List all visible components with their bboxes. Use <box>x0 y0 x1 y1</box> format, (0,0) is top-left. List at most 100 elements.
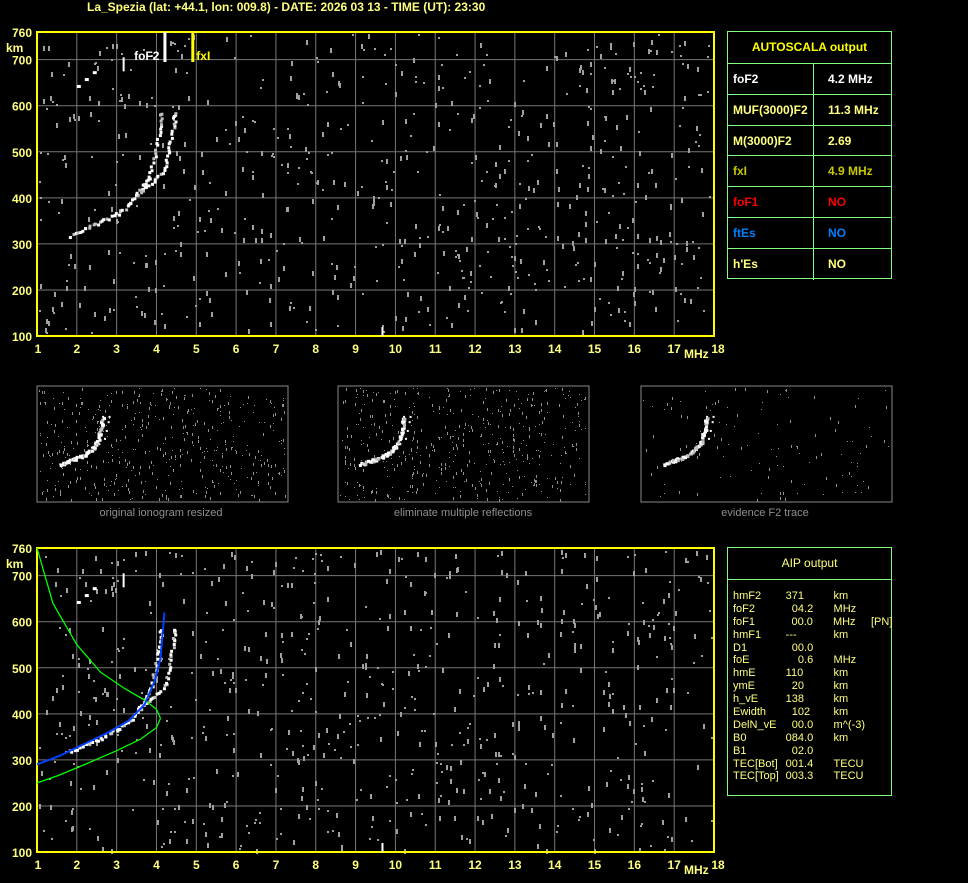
noise-echo <box>494 643 496 648</box>
aip-value: 110 <box>785 667 804 680</box>
noise-echo <box>312 558 314 560</box>
noise-echo <box>441 468 442 471</box>
x-mode-trace-echo <box>172 122 176 126</box>
noise-echo <box>696 126 698 131</box>
noise-echo <box>579 68 581 73</box>
noise-echo <box>80 711 82 716</box>
noise-echo <box>609 694 611 699</box>
noise-echo <box>118 449 119 450</box>
noise-echo <box>51 838 53 840</box>
noise-echo <box>254 495 255 498</box>
noise-echo <box>512 486 513 487</box>
noise-echo <box>112 44 114 49</box>
noise-echo <box>138 439 139 442</box>
noise-echo <box>161 846 163 848</box>
noise-echo <box>241 468 242 469</box>
noise-echo <box>707 56 709 58</box>
noise-echo <box>354 487 355 488</box>
noise-echo <box>605 671 607 673</box>
noise-echo <box>197 420 198 423</box>
noise-echo <box>442 206 444 211</box>
noise-echo <box>515 271 517 273</box>
noise-echo <box>363 443 364 444</box>
noise-echo <box>257 711 259 716</box>
noise-echo <box>184 142 186 147</box>
noise-echo <box>691 840 693 842</box>
noise-echo <box>142 496 143 499</box>
noise-echo <box>261 464 262 467</box>
noise-echo <box>780 394 781 395</box>
noise-echo <box>523 440 524 441</box>
noise-echo <box>857 485 858 486</box>
noise-echo <box>637 81 639 83</box>
noise-echo <box>62 675 64 677</box>
noise-echo <box>188 778 190 780</box>
noise-echo <box>471 118 473 123</box>
noise-echo <box>439 413 440 414</box>
aip-key: hmE <box>733 667 756 680</box>
noise-echo <box>87 461 88 464</box>
noise-echo <box>761 409 762 410</box>
noise-echo <box>640 72 642 74</box>
autoscala-key: MUF(3000)F2 <box>728 94 814 125</box>
noise-echo <box>233 441 234 442</box>
noise-echo <box>151 97 153 99</box>
noise-echo <box>95 414 96 415</box>
noise-echo <box>252 495 253 496</box>
noise-echo <box>52 463 53 464</box>
trace-echo <box>372 460 376 464</box>
noise-echo <box>395 779 397 781</box>
noise-echo <box>540 451 541 452</box>
noise-echo <box>481 180 483 182</box>
noise-echo <box>608 302 610 304</box>
noise-echo <box>98 492 99 495</box>
o-mode-trace-echo <box>148 171 152 175</box>
x-mode-trace-echo <box>163 683 167 687</box>
noise-echo <box>652 619 654 621</box>
noise-echo <box>604 188 606 193</box>
trace-echo <box>681 455 685 459</box>
noise-echo <box>265 632 267 637</box>
noise-echo <box>170 482 171 485</box>
noise-echo <box>360 485 361 486</box>
trace-echo <box>101 422 105 426</box>
noise-echo <box>718 400 719 403</box>
trace-echo <box>691 451 695 455</box>
noise-echo <box>70 254 72 259</box>
noise-echo <box>376 491 377 494</box>
noise-echo <box>669 581 671 583</box>
noise-echo <box>869 427 870 428</box>
noise-echo <box>449 466 450 467</box>
noise-echo <box>572 631 574 633</box>
noise-echo <box>137 399 138 402</box>
noise-echo <box>384 467 385 468</box>
noise-echo <box>108 250 110 255</box>
noise-echo <box>527 228 529 230</box>
noise-echo <box>563 394 564 395</box>
trace-echo <box>377 457 381 461</box>
x-mode-trace-echo <box>167 671 171 675</box>
noise-echo <box>254 405 255 406</box>
noise-echo <box>485 427 486 428</box>
noise-echo <box>372 399 373 402</box>
noise-echo <box>343 731 345 733</box>
noise-echo <box>291 61 293 66</box>
noise-echo <box>502 685 504 687</box>
noise-echo <box>342 440 343 441</box>
noise-echo <box>512 265 514 267</box>
noise-echo <box>113 582 115 587</box>
noise-echo <box>244 218 246 220</box>
noise-echo <box>281 633 283 638</box>
aip-row: h_vE 138 km <box>728 693 891 706</box>
noise-echo <box>166 462 167 463</box>
noise-echo <box>259 422 260 423</box>
noise-echo <box>54 430 55 433</box>
noise-echo <box>574 474 575 477</box>
noise-echo <box>517 277 519 279</box>
noise-echo <box>465 591 467 593</box>
noise-echo <box>579 394 580 395</box>
noise-echo <box>88 217 90 222</box>
noise-echo <box>317 61 319 63</box>
noise-echo <box>42 391 43 394</box>
noise-echo <box>174 407 175 408</box>
